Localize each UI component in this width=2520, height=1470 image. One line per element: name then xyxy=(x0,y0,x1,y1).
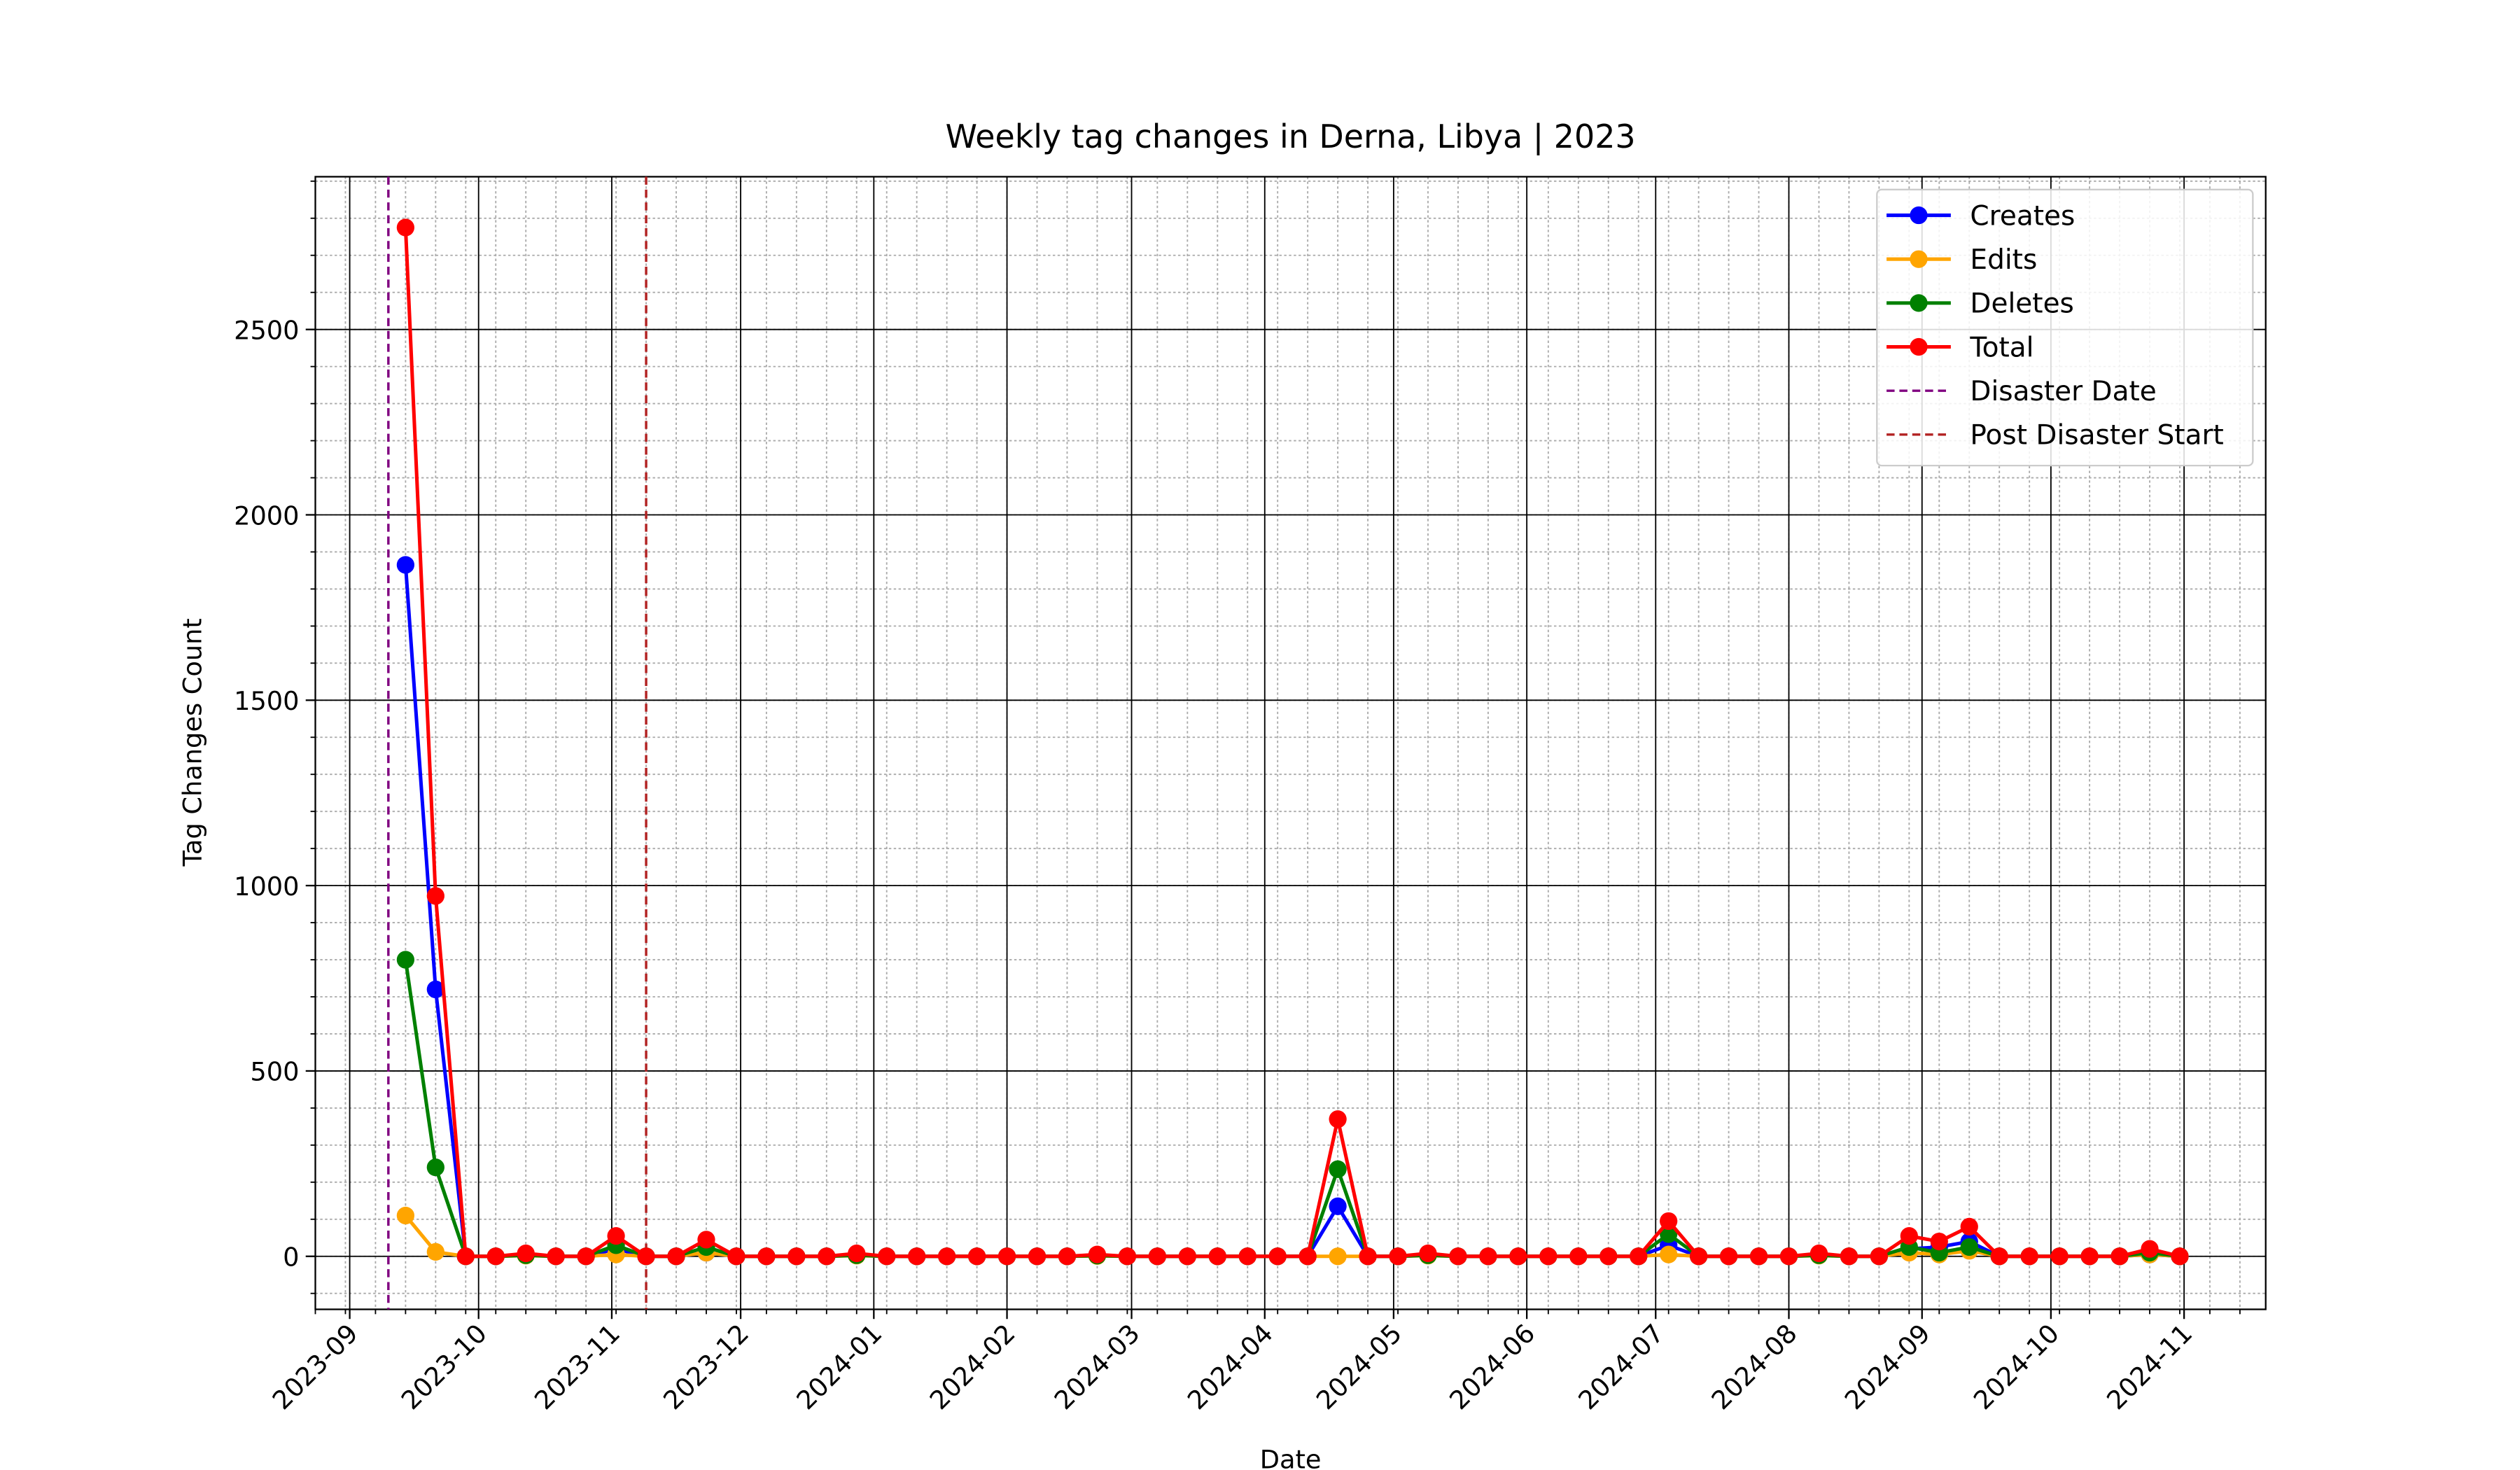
data-point xyxy=(426,1242,444,1261)
legend-marker xyxy=(1910,294,1928,312)
data-point xyxy=(2141,1240,2159,1258)
data-point xyxy=(1960,1238,1978,1256)
data-point xyxy=(607,1227,625,1245)
data-point xyxy=(1268,1247,1287,1266)
legend-marker xyxy=(1910,250,1928,268)
data-point xyxy=(2080,1247,2099,1266)
plot-frame xyxy=(314,176,2267,1310)
y-tick-label: 500 xyxy=(250,1057,299,1087)
data-point xyxy=(1028,1247,1046,1266)
data-point xyxy=(997,1247,1016,1266)
data-point xyxy=(1630,1247,1648,1266)
data-point xyxy=(1178,1247,1196,1266)
data-point xyxy=(788,1247,806,1266)
chart-title: Weekly tag changes in Derna, Libya | 202… xyxy=(946,118,1636,156)
data-point xyxy=(938,1247,956,1266)
data-point xyxy=(1298,1247,1317,1266)
data-point xyxy=(396,951,414,969)
data-point xyxy=(878,1247,896,1266)
data-point xyxy=(1660,1212,1678,1231)
legend-marker xyxy=(1910,206,1928,225)
data-point xyxy=(757,1247,776,1266)
data-point xyxy=(908,1247,926,1266)
y-axis-label: Tag Changes Count xyxy=(178,618,208,867)
data-point xyxy=(547,1247,565,1266)
data-point xyxy=(1870,1247,1889,1266)
data-point xyxy=(1960,1217,1978,1236)
data-point xyxy=(1208,1247,1226,1266)
data-point xyxy=(1930,1232,1948,1251)
data-point xyxy=(967,1247,986,1266)
data-point xyxy=(1809,1244,1828,1263)
y-tick-label: 2500 xyxy=(234,315,299,345)
data-point xyxy=(426,1158,444,1177)
x-axis-label: Date xyxy=(1260,1445,1322,1470)
y-tick-label: 1500 xyxy=(234,686,299,716)
y-tick-label: 0 xyxy=(283,1242,299,1273)
data-point xyxy=(396,1206,414,1225)
data-point xyxy=(1118,1247,1137,1266)
data-point xyxy=(2020,1247,2038,1266)
data-point xyxy=(1539,1247,1558,1266)
data-point xyxy=(667,1247,685,1266)
legend-label: Creates xyxy=(1970,200,2075,232)
data-point xyxy=(1990,1247,2008,1266)
data-point xyxy=(1719,1247,1738,1266)
data-point xyxy=(818,1247,836,1266)
data-point xyxy=(1779,1247,1798,1266)
data-point xyxy=(517,1244,535,1263)
data-point xyxy=(1329,1197,1347,1215)
data-point xyxy=(1479,1247,1497,1266)
legend-label: Disaster Date xyxy=(1970,376,2156,407)
legend-label: Total xyxy=(1969,332,2033,363)
y-tick-label: 2000 xyxy=(234,500,299,531)
data-point xyxy=(1238,1247,1256,1266)
y-tick-label: 1000 xyxy=(234,872,299,902)
data-point xyxy=(396,218,414,237)
data-point xyxy=(426,887,444,905)
data-point xyxy=(1058,1247,1077,1266)
data-point xyxy=(1660,1225,1678,1243)
data-point xyxy=(2171,1247,2189,1266)
data-point xyxy=(1509,1247,1527,1266)
legend-label: Post Disaster Start xyxy=(1970,420,2223,451)
data-point xyxy=(396,556,414,574)
data-point xyxy=(1329,1247,1347,1266)
data-point xyxy=(1600,1247,1618,1266)
data-point xyxy=(1690,1247,1708,1266)
data-point xyxy=(1660,1245,1678,1264)
legend-label: Edits xyxy=(1970,244,2037,276)
data-point xyxy=(1749,1247,1768,1266)
data-point xyxy=(2050,1247,2068,1266)
data-point xyxy=(848,1244,866,1263)
data-point xyxy=(426,980,444,999)
data-point xyxy=(486,1247,505,1266)
data-point xyxy=(456,1247,475,1266)
legend: Creates Edits Deletes Total Disaster Date Pos… xyxy=(1876,188,2254,467)
data-point xyxy=(1900,1227,1918,1245)
data-point xyxy=(1148,1247,1166,1266)
data-point xyxy=(1449,1247,1467,1266)
data-point xyxy=(577,1247,595,1266)
legend-box xyxy=(1876,188,2254,467)
legend-label: Deletes xyxy=(1970,288,2073,320)
data-point xyxy=(1359,1247,1377,1266)
data-point xyxy=(637,1247,655,1266)
data-point xyxy=(1389,1247,1407,1266)
data-point xyxy=(2110,1247,2129,1266)
data-point xyxy=(1419,1244,1437,1263)
data-point xyxy=(1840,1247,1858,1266)
data-point xyxy=(727,1247,746,1266)
legend-marker xyxy=(1910,337,1928,356)
data-point xyxy=(1088,1245,1107,1264)
data-point xyxy=(1329,1160,1347,1178)
data-point xyxy=(697,1231,715,1249)
data-point xyxy=(1569,1247,1588,1266)
data-point xyxy=(1329,1110,1347,1128)
